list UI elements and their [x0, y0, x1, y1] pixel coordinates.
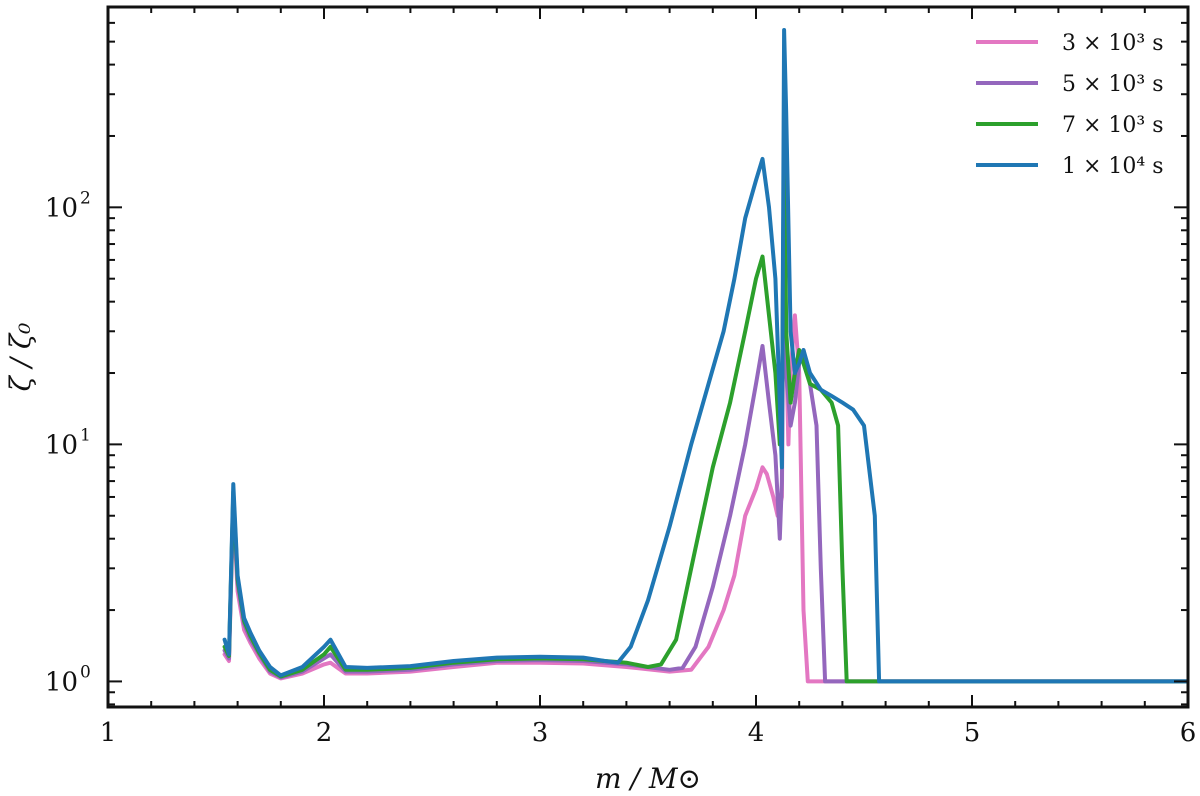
x-tick-label: 2 — [316, 718, 333, 748]
series-line-2 — [222, 156, 1188, 684]
x-tick-label: 6 — [1180, 718, 1197, 748]
legend-label-3: 7 × 10³ s — [1062, 113, 1164, 138]
y-tick-label: 10 — [45, 430, 78, 460]
x-tick-label: 3 — [532, 718, 549, 748]
y-axis-label: ζ / ζ₀ — [4, 323, 37, 392]
x-axis-label: m / M⊙ — [595, 762, 701, 795]
x-tick-label: 5 — [964, 718, 981, 748]
legend-label-2: 5 × 10³ s — [1062, 72, 1164, 97]
series-layer — [222, 28, 1188, 684]
series-line-3 — [222, 134, 1188, 684]
y-tick-label: 10 — [45, 667, 78, 697]
series-line-4 — [222, 28, 1188, 684]
labels-layer: m / M⊙ ζ / ζ₀ — [4, 323, 701, 795]
y-tick-exponent: 1 — [80, 425, 91, 445]
y-tick-exponent: 2 — [80, 188, 91, 208]
legend-label-1: 3 × 10³ s — [1062, 31, 1164, 56]
legend-label-4: 1 × 10⁴ s — [1062, 154, 1164, 179]
y-tick-exponent: 0 — [80, 662, 91, 682]
legend: 3 × 10³ s 5 × 10³ s 7 × 10³ s 1 × 10⁴ s — [976, 31, 1164, 179]
x-tick-label: 4 — [748, 718, 765, 748]
x-tick-label: 1 — [100, 718, 117, 748]
y-tick-label: 10 — [45, 193, 78, 223]
plot-frame — [106, 5, 1190, 709]
